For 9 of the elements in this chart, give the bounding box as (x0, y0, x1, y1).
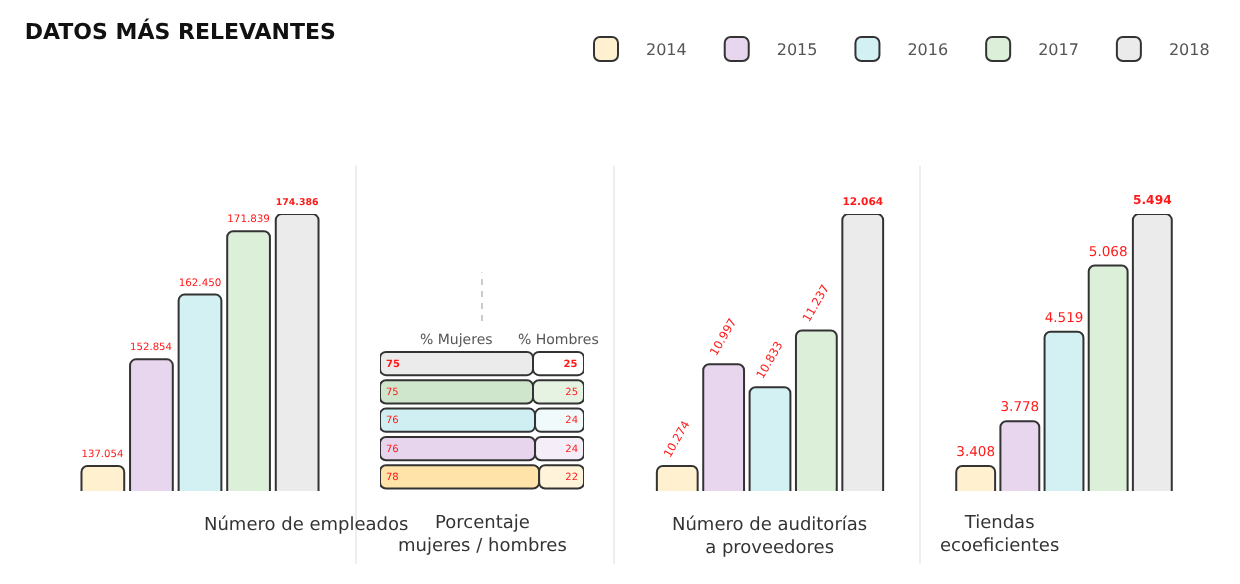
chart-title: DATOS MÁS RELEVANTES (24, 16, 337, 45)
x-axis-title: Número de empleados (204, 514, 410, 536)
legend-label: 2018 (1168, 41, 1210, 60)
x-axis-title: Número de auditorías a proveedores (672, 514, 868, 560)
x-axis-title: Tiendas ecoeficientes (940, 514, 1060, 558)
legend-label: 2016 (907, 41, 949, 60)
legend-label: 2017 (1038, 41, 1079, 60)
legend-label: 2015 (776, 41, 818, 60)
legend-label: 2014 (646, 41, 687, 60)
